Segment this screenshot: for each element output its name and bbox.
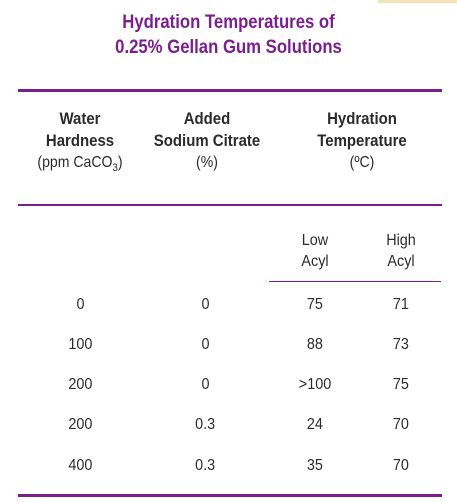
cell-high-acyl: 71 <box>392 296 410 313</box>
cell-sodium-citrate: 0 <box>200 296 210 313</box>
cell-water-hardness: 200 <box>67 416 93 433</box>
bottom-rule <box>18 494 442 497</box>
header-hydration-temperature: Hydration Temperature (ºC) <box>282 108 442 174</box>
table-title: Hydration Temperatures of 0.25% Gellan G… <box>27 10 429 60</box>
title-line-2: 0.25% Gellan Gum Solutions <box>115 37 342 58</box>
cell-high-acyl: 70 <box>392 416 410 433</box>
header-water-hardness-unit: (ppm CaCO3) <box>37 154 123 175</box>
header-water-hardness-line2: Hardness <box>45 131 115 150</box>
cell-water-hardness: 400 <box>67 457 93 474</box>
cell-sodium-citrate: 0 <box>200 336 210 353</box>
title-line-1: Hydration Temperatures of <box>122 12 335 33</box>
cell-sodium-citrate: 0.3 <box>194 416 216 433</box>
header-sodium-citrate-line1: Added <box>183 109 231 128</box>
cell-water-hardness: 200 <box>67 376 93 393</box>
header-hydration-temperature-line1: Hydration <box>327 109 397 128</box>
header-sodium-citrate-unit: (%) <box>196 154 218 171</box>
cell-high-acyl: 70 <box>392 457 410 474</box>
cell-water-hardness: 100 <box>67 336 93 353</box>
cell-sodium-citrate: 0 <box>200 376 210 393</box>
corner-accent <box>378 0 457 3</box>
cell-water-hardness: 0 <box>75 296 85 313</box>
header-water-hardness-line1: Water <box>59 109 101 128</box>
subheader-low-acyl: Low Acyl <box>301 232 329 270</box>
header-water-hardness: Water Hardness (ppm CaCO3) <box>18 108 142 179</box>
cell-high-acyl: 75 <box>392 376 410 393</box>
subheader-rule <box>269 281 441 282</box>
subheader-high-acyl: High Acyl <box>386 232 416 270</box>
header-sodium-citrate-line2: Sodium Citrate <box>153 131 261 150</box>
cell-low-acyl: >100 <box>298 376 332 393</box>
cell-low-acyl: 35 <box>306 457 324 474</box>
cell-low-acyl: 24 <box>306 416 324 433</box>
header-hydration-temperature-line2: Temperature <box>317 131 407 150</box>
cell-low-acyl: 88 <box>306 336 324 353</box>
header-sodium-citrate: Added Sodium Citrate (%) <box>140 108 274 174</box>
header-rule <box>18 204 442 206</box>
top-rule <box>18 89 442 92</box>
header-hydration-temperature-unit: (ºC) <box>349 154 375 171</box>
cell-sodium-citrate: 0.3 <box>194 457 216 474</box>
cell-high-acyl: 73 <box>392 336 410 353</box>
cell-low-acyl: 75 <box>306 296 324 313</box>
